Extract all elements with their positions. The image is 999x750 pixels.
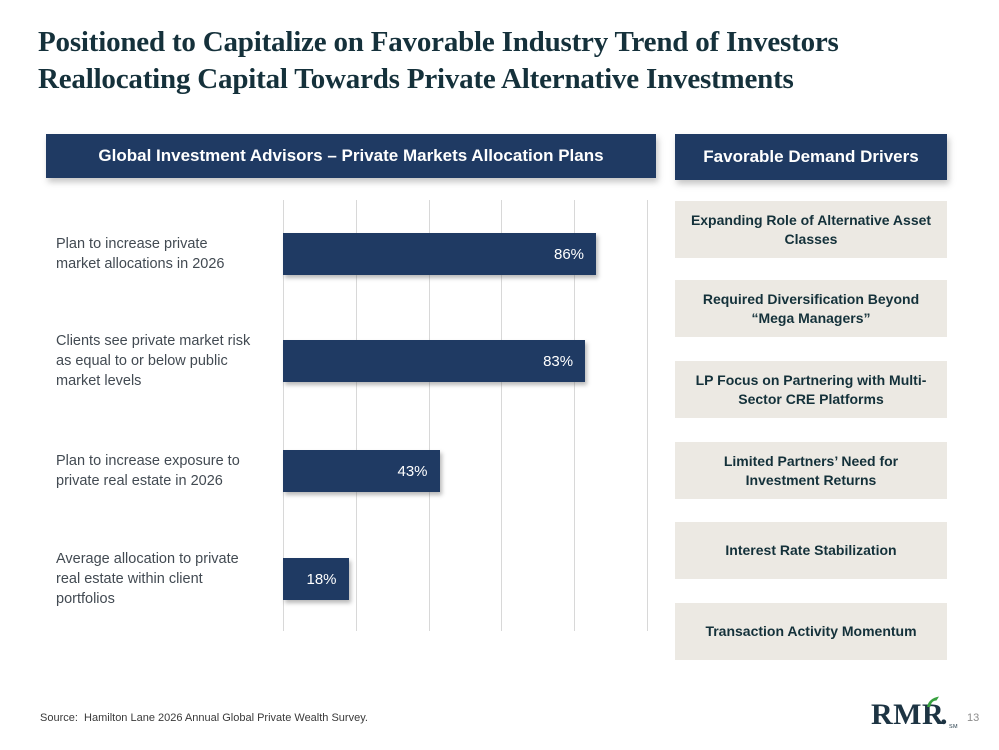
rmr-logo-period: .	[940, 698, 948, 731]
gridline	[501, 200, 503, 631]
bar-value-label: 18%	[306, 570, 337, 588]
bar-category-label: Average allocation to private real estat…	[56, 551, 239, 607]
chart-header-label: Global Investment Advisors – Private Mar…	[98, 146, 604, 165]
driver-box: Expanding Role of Alternative Asset Clas…	[675, 201, 947, 258]
driver-box: Transaction Activity Momentum	[675, 603, 947, 660]
bar: 83%	[283, 340, 586, 382]
drivers-header: Favorable Demand Drivers	[675, 134, 947, 180]
driver-box-label: Limited Partners’ Need for Investment Re…	[723, 452, 899, 488]
bar: 43%	[283, 450, 440, 492]
slide-title: Positioned to Capitalize on Favorable In…	[38, 24, 839, 98]
gridline	[428, 200, 430, 631]
bar-category-label: Plan to increase exposure to private rea…	[56, 453, 240, 489]
driver-box: Required Diversification Beyond “Mega Ma…	[675, 280, 947, 337]
bar-value-label: 83%	[543, 352, 574, 370]
bar-category-labels: Plan to increase private market allocati…	[56, 200, 256, 631]
driver-box-label: Transaction Activity Momentum	[705, 623, 917, 639]
bar-chart-plot: 86% 83% 43% 18%	[283, 200, 648, 631]
driver-box: Interest Rate Stabilization	[675, 522, 947, 579]
drivers-header-label: Favorable Demand Drivers	[703, 147, 919, 166]
gridline	[574, 200, 576, 631]
driver-box: LP Focus on Partnering with Multi-Sector…	[675, 361, 947, 418]
driver-box-label: LP Focus on Partnering with Multi-Sector…	[695, 371, 927, 407]
bar-value-label: 43%	[397, 462, 428, 480]
driver-box-label: Expanding Role of Alternative Asset Clas…	[690, 211, 932, 247]
slide-title-line2: Reallocating Capital Towards Private Alt…	[38, 63, 794, 95]
slide-title-line1: Positioned to Capitalize on Favorable In…	[38, 26, 839, 58]
bar: 18%	[283, 558, 349, 600]
bar-value-label: 86%	[554, 245, 585, 263]
chart-header: Global Investment Advisors – Private Mar…	[46, 134, 656, 178]
bar-category-label: Plan to increase private market allocati…	[56, 236, 225, 272]
page-number: 13	[967, 712, 980, 724]
gridline	[355, 200, 357, 631]
rmr-logo-leaf-icon	[927, 696, 939, 707]
rmr-logo-sm-mark: SM	[949, 724, 958, 730]
bar: 86%	[283, 233, 597, 275]
gridline	[283, 200, 284, 631]
rmr-logo: RMR . SM	[871, 696, 961, 738]
source-note: Source: Hamilton Lane 2026 Annual Global…	[40, 712, 368, 724]
rmr-logo-text: RMR	[871, 698, 945, 731]
driver-box-label: Required Diversification Beyond “Mega Ma…	[702, 290, 920, 326]
gridline	[647, 200, 648, 631]
driver-box-label: Interest Rate Stabilization	[725, 542, 897, 558]
bar-category-label: Clients see private market risk as equal…	[56, 333, 251, 389]
driver-list: Expanding Role of Alternative Asset Clas…	[675, 201, 947, 661]
driver-box: Limited Partners’ Need for Investment Re…	[675, 442, 947, 499]
